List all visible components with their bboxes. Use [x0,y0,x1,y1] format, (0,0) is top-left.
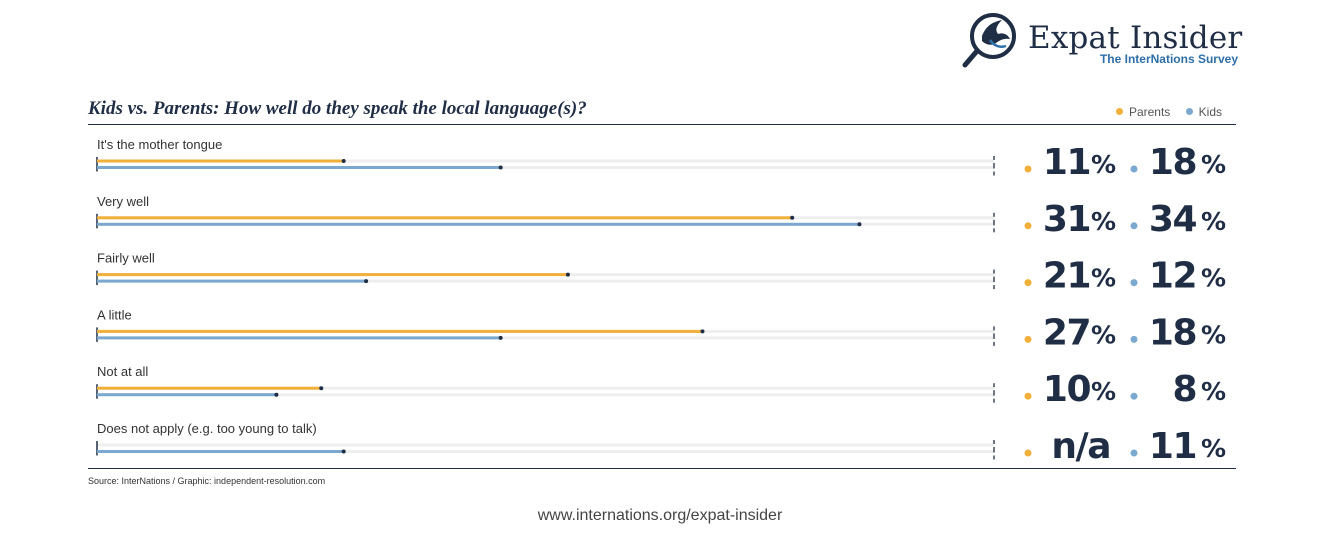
value-dot-kids [1130,335,1138,343]
bar-end-dot-parents [319,386,324,391]
value-label-kids: 8 [1172,369,1196,410]
legend-dot-kids [1185,108,1193,115]
value-dot-kids [1130,392,1138,400]
percent-sign-parents: % [1091,264,1116,293]
bar-end-dot-kids [498,335,503,340]
bar-end-dot-parents [790,215,795,220]
value-label-kids: 18 [1149,312,1196,353]
category-label: Not at all [97,364,148,379]
percent-sign-parents: % [1091,150,1116,179]
value-label-kids: 18 [1149,142,1196,183]
value-label-parents: 11 [1043,142,1090,183]
legend-item-parents: Parents [1115,104,1171,119]
value-label-parents: 10 [1043,369,1091,410]
track-kids [97,336,994,340]
percent-sign-kids: % [1201,434,1226,463]
bar-end-dot-parents [341,159,346,163]
top-divider [88,124,1236,125]
bar-kids [97,393,277,397]
bar-kids [97,166,501,169]
logo: Expat Insider The InterNations Survey [960,8,1243,70]
value-label-kids: 12 [1149,256,1196,297]
value-label-kids: 11 [1149,426,1196,467]
value-dot-kids [1130,165,1138,173]
bottom-divider [88,468,1236,469]
value-label-parents: 21 [1043,256,1090,297]
category-label: Very well [97,194,149,209]
percent-sign-parents: % [1091,377,1116,406]
bar-end-dot-kids [341,449,346,454]
track-parents [97,386,994,390]
footer-url: www.internations.org/expat-insider [537,507,783,524]
value-dot-parents [1024,279,1032,287]
bar-end-dot-kids [364,279,369,284]
bar-parents [97,273,568,277]
percent-sign-parents: % [1091,207,1116,236]
value-label-kids: 34 [1149,199,1197,240]
track-kids [97,279,994,283]
bar-end-dot-kids [274,392,279,397]
percent-sign-kids: % [1201,264,1226,293]
bar-parents [97,159,344,163]
bar-kids [97,336,501,340]
track-kids [97,450,994,453]
track-parents [97,159,994,163]
bar-kids [97,279,367,283]
chart-title: Kids vs. Parents: How well do they speak… [88,98,587,119]
bar-end-dot-kids [857,222,862,227]
percent-sign-kids: % [1201,377,1226,406]
bar-parents [97,386,322,390]
value-dot-kids [1130,449,1138,457]
percent-sign-kids: % [1201,150,1226,179]
bar-end-dot-parents [565,272,570,277]
legend: Parents Kids [1104,104,1222,119]
percent-sign-parents: % [1091,320,1116,349]
value-dot-kids [1130,279,1138,287]
value-dot-parents [1024,165,1032,173]
bar-end-dot-parents [700,329,705,334]
value-dot-parents [1024,222,1032,230]
magnifier-bird-icon [962,13,1016,68]
category-label: Fairly well [97,251,155,266]
track-parents [97,443,994,447]
bar-kids [97,222,860,226]
value-label-parents: 31 [1043,199,1090,240]
source-note: Source: InterNations / Graphic: independ… [88,476,326,486]
legend-label-kids: Kids [1198,104,1222,119]
category-label: It's the mother tongue [97,137,222,152]
value-dot-parents [1024,449,1032,457]
track-kids [97,393,994,397]
bar-kids [97,450,344,453]
legend-label-parents: Parents [1128,104,1171,119]
logo-title: Expat Insider [1028,20,1243,56]
category-label: Does not apply (e.g. too young to talk) [97,421,317,436]
percent-sign-kids: % [1201,320,1226,349]
percent-sign-kids: % [1201,207,1226,236]
value-label-parents: 27 [1043,312,1090,353]
bar-parents [97,329,703,333]
category-label: A little [97,307,132,322]
bar-end-dot-kids [498,165,503,170]
logo-subtitle: The InterNations Survey [1099,52,1238,66]
legend-dot-parents [1115,108,1123,115]
value-dot-parents [1024,335,1032,343]
value-label-parents: n/a [1051,426,1110,467]
bar-parents [97,216,793,220]
legend-item-kids: Kids [1185,104,1222,119]
track-kids [97,166,994,169]
value-dot-parents [1024,392,1032,400]
value-dot-kids [1130,222,1138,230]
